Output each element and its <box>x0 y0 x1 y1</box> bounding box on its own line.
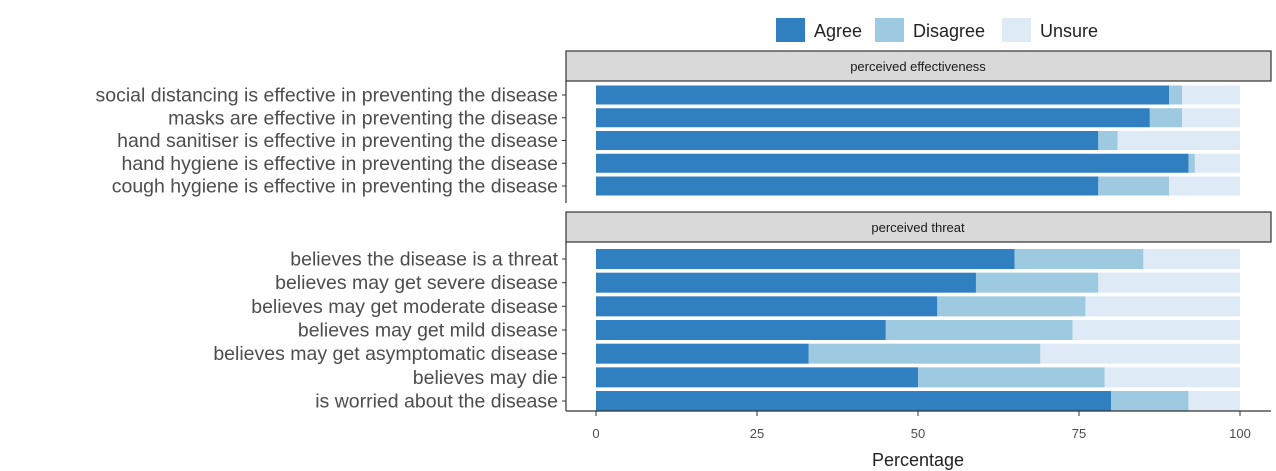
bar-unsure <box>1117 131 1240 150</box>
legend-label-agree: Agree <box>814 21 862 41</box>
bar-disagree <box>975 272 1099 293</box>
category-label: believes may get asymptomatic disease <box>213 343 558 365</box>
category-label: cough hygiene is effective in preventing… <box>112 176 558 198</box>
bar-unsure <box>1194 153 1240 173</box>
bar-agree <box>596 367 918 388</box>
panel-title: perceived threat <box>871 220 965 235</box>
x-tick-label: 25 <box>750 426 764 441</box>
bar-disagree <box>885 320 1073 341</box>
legend-label-unsure: Unsure <box>1040 21 1098 41</box>
x-axis: 0 25 50 75 100 <box>566 410 1271 441</box>
panel-title: perceived effectiveness <box>850 59 986 74</box>
legend-swatch-agree <box>776 18 805 42</box>
bar-disagree <box>808 343 1041 364</box>
category-label: believes may get moderate disease <box>251 296 558 318</box>
panels: perceived effectiveness social distancing… <box>96 50 1272 413</box>
category-label: hand sanitiser is effective in preventin… <box>117 130 558 152</box>
bar-agree <box>596 131 1099 150</box>
panel-strip <box>565 50 1272 82</box>
bar-agree <box>596 343 809 364</box>
category-label: masks are effective in preventing the di… <box>168 107 558 129</box>
bar-unsure <box>1040 343 1240 364</box>
legend-label-disagree: Disagree <box>913 21 985 41</box>
panel-strip <box>565 211 1272 243</box>
x-axis-title: Percentage <box>872 450 964 470</box>
panel-perceived-threat: perceived threat believes the disease is … <box>213 211 1272 413</box>
bar-agree <box>596 176 1099 196</box>
bar-agree <box>596 153 1189 173</box>
bar-unsure <box>1182 85 1240 105</box>
panel-perceived-effectiveness: perceived effectiveness social distancing… <box>96 50 1272 203</box>
bar-agree <box>596 249 1015 269</box>
category-label: believes may get severe disease <box>275 272 558 294</box>
bar-unsure <box>1143 249 1240 269</box>
category-label: believes the disease is a threat <box>290 249 558 271</box>
bar-disagree <box>1014 249 1144 269</box>
x-tick-label: 50 <box>911 426 925 441</box>
bar-unsure <box>1085 296 1240 317</box>
category-label: believes may die <box>413 367 558 389</box>
bar-unsure <box>1072 320 1240 341</box>
category-label: is worried about the disease <box>315 391 558 413</box>
bar-disagree <box>1149 108 1183 128</box>
bar-unsure <box>1104 367 1240 388</box>
bar-unsure <box>1188 391 1240 412</box>
bar-disagree <box>1169 85 1183 105</box>
x-tick-label: 0 <box>592 426 599 441</box>
bar-unsure <box>1182 108 1240 128</box>
bar-unsure <box>1169 176 1240 196</box>
bar-disagree <box>1188 153 1195 173</box>
bar-agree <box>596 296 938 317</box>
x-tick-label: 75 <box>1072 426 1086 441</box>
x-tick-label: 100 <box>1229 426 1251 441</box>
bar-agree <box>596 391 1112 412</box>
bar-disagree <box>1098 176 1170 196</box>
legend-swatch-unsure <box>1002 18 1031 42</box>
legend-swatch-disagree <box>875 18 904 42</box>
category-label: social distancing is effective in preven… <box>96 85 559 107</box>
bar-agree <box>596 85 1170 105</box>
category-label: hand hygiene is effective in preventing … <box>121 153 558 175</box>
bar-disagree <box>1098 131 1118 150</box>
bar-agree <box>596 320 886 341</box>
bar-agree <box>596 108 1150 128</box>
bar-disagree <box>918 367 1105 388</box>
bar-disagree <box>937 296 1086 317</box>
legend: Agree Disagree Unsure <box>776 18 1098 42</box>
bar-disagree <box>1111 391 1189 412</box>
bar-unsure <box>1098 272 1240 293</box>
category-label: believes may get mild disease <box>298 320 558 342</box>
bar-agree <box>596 272 976 293</box>
